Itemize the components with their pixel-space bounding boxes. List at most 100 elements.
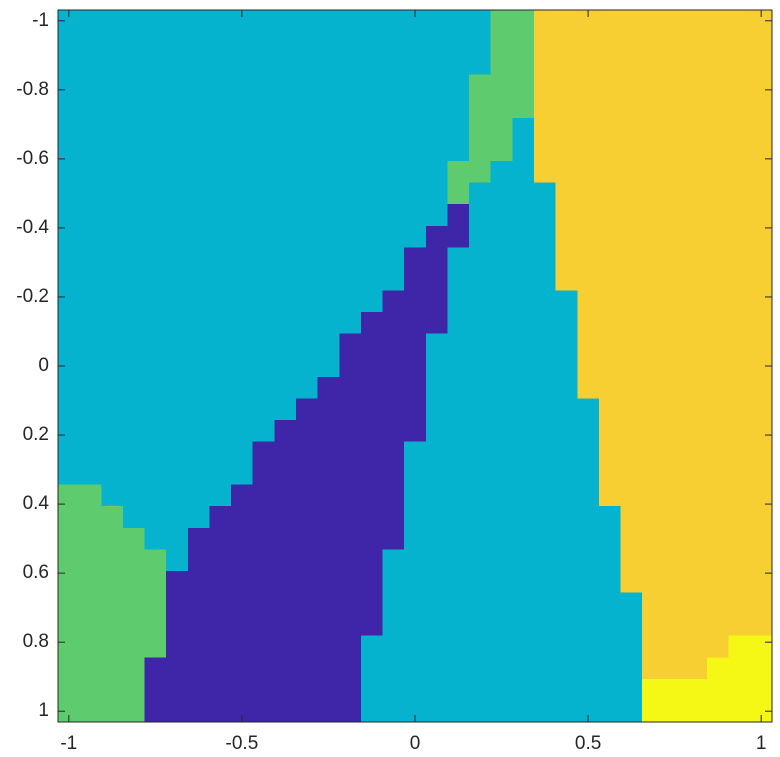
cell bbox=[79, 355, 102, 378]
cell bbox=[685, 614, 708, 637]
cell bbox=[663, 376, 687, 399]
cell bbox=[79, 376, 102, 399]
cell bbox=[209, 398, 232, 421]
cell bbox=[707, 700, 730, 723]
cell bbox=[144, 463, 167, 486]
cell bbox=[447, 635, 470, 658]
cell bbox=[750, 419, 773, 443]
cell bbox=[447, 117, 470, 141]
cell bbox=[490, 182, 513, 205]
cell bbox=[750, 484, 773, 507]
cell bbox=[598, 139, 622, 162]
cell bbox=[642, 398, 665, 421]
cell bbox=[447, 96, 470, 119]
cell bbox=[101, 657, 124, 680]
cell bbox=[339, 247, 362, 270]
cell bbox=[512, 398, 535, 421]
cell bbox=[490, 398, 513, 421]
cell bbox=[555, 700, 578, 723]
cell bbox=[252, 96, 275, 119]
cell bbox=[512, 355, 535, 378]
cell bbox=[209, 592, 232, 615]
cell bbox=[209, 117, 232, 141]
cell bbox=[447, 484, 470, 507]
cell bbox=[469, 268, 492, 292]
cell bbox=[750, 635, 773, 658]
cell bbox=[490, 614, 513, 637]
cell bbox=[209, 204, 232, 227]
cell bbox=[382, 549, 405, 572]
cell bbox=[339, 592, 362, 615]
cell bbox=[750, 441, 773, 464]
cell bbox=[598, 678, 622, 702]
cell bbox=[534, 441, 557, 464]
cell bbox=[728, 376, 751, 399]
cell bbox=[620, 53, 643, 76]
cell bbox=[404, 10, 427, 33]
cell bbox=[360, 355, 384, 378]
cell bbox=[317, 268, 340, 292]
cell bbox=[296, 398, 319, 421]
cell bbox=[382, 10, 405, 33]
cell bbox=[209, 247, 232, 270]
cell bbox=[382, 225, 405, 248]
y-tick-label: -0.4 bbox=[16, 217, 49, 238]
cell bbox=[209, 506, 232, 529]
cell bbox=[577, 290, 600, 313]
cell bbox=[512, 441, 535, 464]
cell bbox=[490, 678, 513, 702]
cell bbox=[490, 247, 513, 270]
cell bbox=[577, 419, 600, 443]
cell bbox=[404, 74, 427, 97]
cell bbox=[231, 614, 254, 637]
cell bbox=[209, 96, 232, 119]
cell bbox=[577, 592, 600, 615]
cell bbox=[750, 376, 773, 399]
cell bbox=[404, 355, 427, 378]
cell bbox=[534, 678, 557, 702]
cell bbox=[447, 161, 470, 184]
cell bbox=[642, 419, 665, 443]
cell bbox=[166, 117, 189, 141]
cell bbox=[187, 592, 211, 615]
cell bbox=[425, 484, 449, 507]
cell bbox=[58, 312, 81, 335]
cell bbox=[317, 182, 340, 205]
cell bbox=[555, 657, 578, 680]
cell bbox=[231, 204, 254, 227]
cell bbox=[382, 31, 405, 54]
cell bbox=[360, 139, 384, 162]
cell bbox=[598, 10, 622, 33]
cell bbox=[187, 549, 211, 572]
cell bbox=[750, 463, 773, 486]
cell bbox=[382, 635, 405, 658]
cell bbox=[707, 312, 730, 335]
cell bbox=[252, 592, 275, 615]
cell bbox=[750, 333, 773, 356]
cell bbox=[512, 657, 535, 680]
cell bbox=[598, 527, 622, 550]
cell bbox=[490, 419, 513, 443]
cell bbox=[317, 161, 340, 184]
cell bbox=[685, 441, 708, 464]
cell bbox=[187, 225, 211, 248]
cell bbox=[469, 225, 492, 248]
cell bbox=[728, 74, 751, 97]
cell bbox=[360, 53, 384, 76]
cell bbox=[425, 527, 449, 550]
cell bbox=[447, 398, 470, 421]
cell bbox=[274, 506, 297, 529]
cell bbox=[360, 290, 384, 313]
cell bbox=[555, 355, 578, 378]
cell bbox=[642, 74, 665, 97]
cell bbox=[58, 74, 81, 97]
cell bbox=[642, 204, 665, 227]
cell bbox=[382, 204, 405, 227]
cell bbox=[360, 10, 384, 33]
cell bbox=[252, 635, 275, 658]
cell bbox=[534, 182, 557, 205]
cell bbox=[425, 398, 449, 421]
cell bbox=[555, 570, 578, 594]
cell bbox=[469, 290, 492, 313]
cell bbox=[663, 290, 687, 313]
